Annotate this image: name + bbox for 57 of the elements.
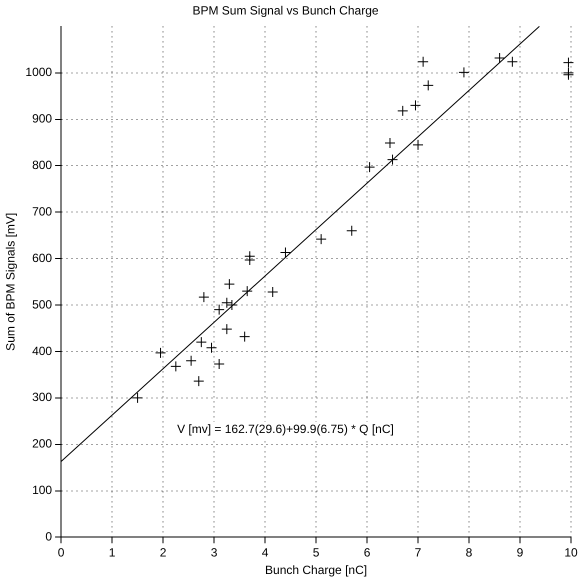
y-tick-label: 900 xyxy=(32,112,52,126)
x-tick-label: 8 xyxy=(466,546,473,560)
point xyxy=(412,139,424,150)
point xyxy=(224,278,235,290)
point xyxy=(239,331,250,342)
annotation: V [mv] = 162.7(29.6)+99.9(6.75) * Q [nC] xyxy=(177,422,394,436)
point xyxy=(214,304,225,316)
point xyxy=(364,162,376,173)
point xyxy=(346,225,358,236)
point xyxy=(242,286,253,297)
y-tick-label: 600 xyxy=(32,250,52,265)
x-tick-label: 1 xyxy=(108,546,116,560)
x-tick-label: 10 xyxy=(564,546,578,560)
point xyxy=(458,66,470,78)
point xyxy=(316,234,327,245)
chart-title: BPM Sum Signal vs Bunch Charge xyxy=(192,4,379,18)
x-tick-label: 5 xyxy=(312,546,320,560)
x-axis-title: Bunch Charge [nC] xyxy=(265,563,368,578)
point xyxy=(494,52,506,64)
point xyxy=(186,355,197,366)
y-tick-label: 400 xyxy=(32,344,52,358)
point xyxy=(422,80,434,91)
point xyxy=(418,56,429,68)
x-tick-label: 4 xyxy=(262,546,269,560)
point xyxy=(193,376,204,387)
y-axis-title: Sum of BPM Signals [mV] xyxy=(4,212,18,351)
x-tick-label: 3 xyxy=(210,546,218,560)
point xyxy=(267,286,278,298)
point xyxy=(170,360,182,372)
x-tick-label: 7 xyxy=(414,546,422,560)
point xyxy=(397,105,408,116)
x-tick-label: 9 xyxy=(516,546,524,560)
y-tick-label: 800 xyxy=(32,158,52,172)
x-tick-label: 2 xyxy=(160,546,167,560)
point xyxy=(244,250,256,262)
point xyxy=(410,100,421,111)
point xyxy=(198,292,210,303)
y-tick-label: 0 xyxy=(45,530,52,544)
y-tick-label: 700 xyxy=(32,204,52,218)
point xyxy=(221,324,232,335)
point xyxy=(132,392,144,404)
point xyxy=(196,336,207,348)
point xyxy=(506,56,518,68)
point xyxy=(562,57,574,68)
point xyxy=(280,247,291,258)
point xyxy=(155,347,166,358)
point xyxy=(206,342,218,354)
x-tick-label: 6 xyxy=(364,546,371,560)
x-tick-label: 0 xyxy=(58,546,65,560)
y-tick-label: 300 xyxy=(32,390,52,404)
y-tick-label: 1000 xyxy=(25,65,52,80)
y-tick-label: 200 xyxy=(32,436,52,451)
point xyxy=(384,137,396,148)
y-tick-label: 100 xyxy=(32,483,52,498)
point xyxy=(214,358,225,370)
point xyxy=(387,154,398,166)
y-tick-label: 500 xyxy=(32,297,52,312)
